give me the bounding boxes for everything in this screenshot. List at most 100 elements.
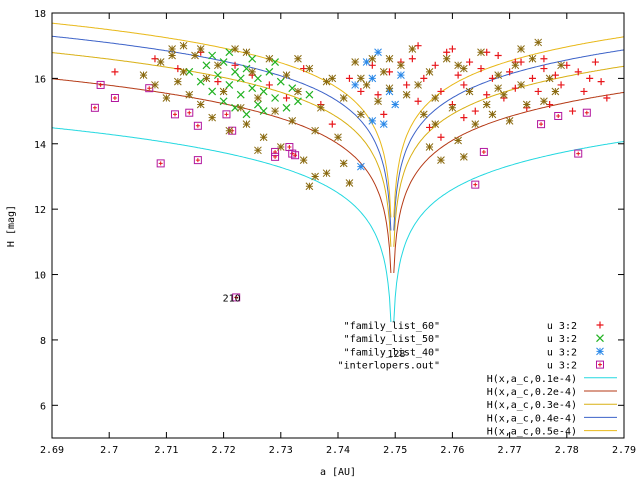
point-family-list-50 bbox=[288, 84, 297, 93]
point-olive bbox=[225, 126, 234, 135]
point-olive bbox=[534, 38, 543, 47]
legend-marker bbox=[596, 360, 604, 369]
point-olive bbox=[357, 74, 365, 83]
point-olive bbox=[271, 107, 279, 115]
point-interlopers-out-cross bbox=[584, 110, 589, 115]
point-olive bbox=[459, 64, 468, 73]
point-olive bbox=[465, 87, 474, 96]
point-olive bbox=[397, 61, 405, 70]
y-tick-label: 8 bbox=[40, 336, 46, 347]
point-olive bbox=[448, 103, 457, 112]
point-interlopers-out-cross bbox=[98, 82, 103, 87]
file-label: "family_list_60" bbox=[344, 321, 440, 332]
curve-1 bbox=[52, 127, 392, 323]
point-family-list-60 bbox=[591, 58, 599, 66]
point-family-list-50 bbox=[196, 77, 205, 86]
point-olive bbox=[311, 126, 319, 135]
point-olive bbox=[454, 136, 462, 145]
point-family-list-60 bbox=[265, 81, 273, 89]
file-label: "family_list_50" bbox=[344, 334, 440, 345]
legend-marker bbox=[596, 347, 604, 356]
point-interlopers-out bbox=[291, 151, 300, 160]
point-family-list-50 bbox=[236, 90, 245, 99]
point-family-list-60 bbox=[540, 55, 548, 63]
point-interlopers-out-cross bbox=[539, 122, 544, 127]
point-olive bbox=[345, 179, 354, 187]
point-olive bbox=[339, 94, 348, 102]
point-olive bbox=[557, 61, 565, 70]
point-family-list-50 bbox=[294, 97, 302, 106]
point-olive bbox=[351, 58, 360, 66]
point-family-list-50 bbox=[259, 87, 268, 96]
point-family-list-60 bbox=[408, 55, 416, 63]
point-olive bbox=[168, 45, 176, 53]
point-interlopers-out-cross bbox=[287, 145, 292, 150]
point-family-list-60 bbox=[528, 74, 536, 82]
point-olive bbox=[288, 117, 297, 125]
curve-5 bbox=[52, 22, 392, 218]
point-olive bbox=[328, 74, 337, 83]
point-family-list-50 bbox=[208, 87, 217, 96]
file-label: "interlopers.out" bbox=[338, 361, 440, 372]
point-family-list-50 bbox=[219, 97, 228, 106]
point-family-list-50 bbox=[265, 67, 274, 76]
point-family-list-50 bbox=[305, 90, 314, 99]
point-olive bbox=[276, 143, 285, 151]
point-olive bbox=[494, 84, 503, 93]
legend-label: H(x,a_c,0.4e-4) bbox=[487, 413, 577, 424]
point-olive bbox=[551, 87, 560, 96]
point-interlopers-out-cross bbox=[172, 112, 177, 117]
curve-2 bbox=[393, 91, 624, 274]
point-family-list-60 bbox=[374, 91, 382, 99]
point-interlopers-out bbox=[156, 159, 165, 168]
point-olive bbox=[179, 67, 188, 76]
point-family-list-60 bbox=[443, 48, 451, 56]
point-olive bbox=[168, 51, 176, 60]
file-labels: "family_list_60" "family_list_50" "family_… bbox=[338, 321, 440, 372]
legend: u 3:2 u 3:2 u 3:2 u 3:2 H(x,a_c,0.1e-4) H(x,a… bbox=[487, 321, 617, 438]
point-family-list-50 bbox=[271, 94, 280, 102]
legend-label: u 3:2 bbox=[547, 334, 577, 345]
point-family-list-60 bbox=[437, 133, 445, 141]
point-family-list-60 bbox=[414, 97, 422, 105]
legend-label: H(x,a_c,0.1e-4) bbox=[487, 374, 577, 385]
x-tick-label: 2.76 bbox=[440, 445, 464, 456]
point-olive bbox=[191, 51, 199, 60]
point-olive bbox=[265, 54, 274, 63]
point-interlopers-out-cross bbox=[481, 149, 486, 154]
point-family-list-50 bbox=[213, 71, 222, 80]
point-family-list-60 bbox=[534, 87, 542, 95]
point-olive bbox=[385, 54, 394, 63]
point-family-list-50 bbox=[208, 51, 217, 60]
point-family-list-50 bbox=[248, 54, 257, 63]
point-interlopers-out-cross bbox=[224, 112, 229, 117]
point-olive bbox=[442, 54, 451, 63]
point-olive bbox=[202, 74, 211, 83]
curve-1 bbox=[393, 140, 624, 323]
point-olive bbox=[414, 81, 422, 89]
point-olive bbox=[482, 100, 491, 109]
point-olive bbox=[322, 169, 331, 178]
point-interlopers-out bbox=[554, 111, 563, 120]
point-olive bbox=[294, 87, 302, 96]
point-interlopers-out bbox=[288, 149, 297, 158]
point-interlopers-out-cross bbox=[112, 96, 117, 100]
x-tick-label: 2.71 bbox=[154, 445, 178, 456]
point-olive bbox=[254, 94, 262, 102]
point-interlopers-out-cross bbox=[195, 123, 200, 128]
x-tick-label: 2.72 bbox=[212, 445, 236, 456]
point-family-list-40 bbox=[368, 74, 377, 83]
data-points bbox=[90, 38, 611, 302]
point-interlopers-out-cross bbox=[234, 295, 239, 300]
file-label: "family_list_40" bbox=[344, 347, 440, 358]
point-olive bbox=[322, 77, 331, 86]
point-olive bbox=[402, 90, 411, 99]
point-olive bbox=[139, 71, 148, 79]
point-family-list-50 bbox=[219, 58, 228, 66]
legend-marker-cross bbox=[598, 362, 602, 367]
point-olive bbox=[425, 67, 434, 76]
point-family-list-40 bbox=[397, 71, 405, 79]
point-olive bbox=[259, 133, 268, 142]
legend-label: u 3:2 bbox=[547, 347, 577, 358]
point-family-list-50 bbox=[225, 48, 234, 57]
